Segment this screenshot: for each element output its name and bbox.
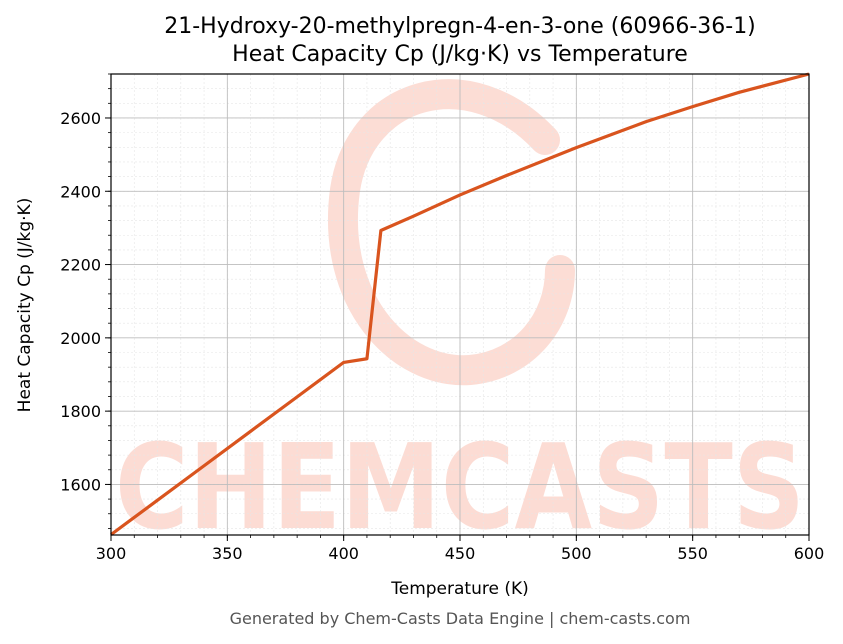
chart-title: 21-Hydroxy-20-methylpregn-4-en-3-one (60…	[164, 14, 756, 39]
x-tick-label: 350	[212, 544, 243, 563]
y-axis-ticks: 1600 1800 2000 2200 2400 2600	[60, 73, 111, 529]
x-tick-label: 400	[328, 544, 359, 563]
x-axis-ticks: 300 350 400 450 500 550 600	[96, 535, 825, 563]
x-tick-label: 450	[445, 544, 476, 563]
series-line-heat-capacity	[110, 72, 810, 536]
y-tick-label: 2000	[60, 329, 101, 348]
y-tick-label: 2600	[60, 109, 101, 128]
x-tick-label: 600	[794, 544, 825, 563]
watermark-logo-arc	[328, 79, 575, 386]
footer-credit: Generated by Chem-Casts Data Engine | ch…	[230, 609, 691, 628]
y-tick-label: 2400	[60, 182, 101, 201]
y-axis-label: Heat Capacity Cp (J/kg·K)	[15, 198, 35, 413]
major-grid	[110, 74, 810, 535]
y-tick-label: 2200	[60, 256, 101, 275]
x-tick-label: 550	[677, 544, 708, 563]
chart-subtitle: Heat Capacity Cp (J/kg·K) vs Temperature	[232, 42, 688, 67]
y-tick-label: 1800	[60, 402, 101, 421]
x-tick-label: 500	[561, 544, 592, 563]
y-tick-label: 1600	[60, 475, 101, 494]
x-tick-label: 300	[96, 544, 127, 563]
x-axis-label: Temperature (K)	[390, 579, 529, 599]
